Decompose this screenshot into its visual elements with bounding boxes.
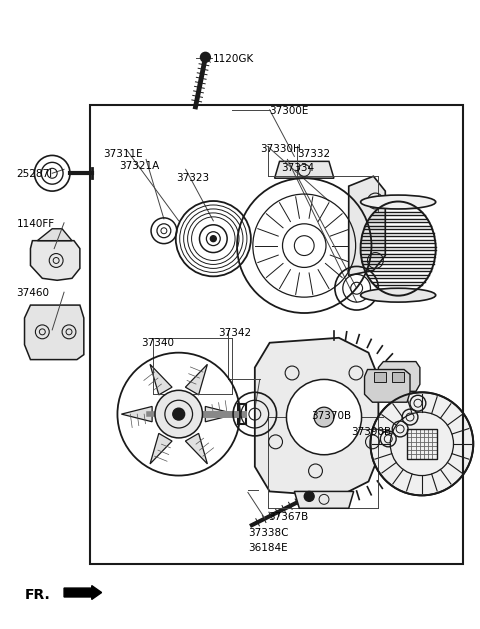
- Polygon shape: [294, 491, 354, 508]
- Text: 37300E: 37300E: [270, 106, 309, 116]
- Text: 1120GK: 1120GK: [212, 54, 253, 64]
- Circle shape: [155, 391, 203, 438]
- Text: 37323: 37323: [176, 173, 209, 183]
- Circle shape: [287, 379, 361, 455]
- Bar: [374, 372, 386, 382]
- Bar: [407, 429, 437, 459]
- Bar: [392, 372, 404, 382]
- Text: 37338C: 37338C: [248, 528, 288, 538]
- Text: 37460: 37460: [17, 288, 49, 298]
- Text: 37340: 37340: [141, 338, 174, 348]
- Bar: [90, 105, 463, 564]
- Text: 25287I: 25287I: [17, 169, 53, 179]
- Polygon shape: [364, 369, 410, 402]
- Polygon shape: [37, 229, 72, 241]
- Circle shape: [304, 491, 314, 501]
- Text: 37330H: 37330H: [260, 143, 300, 153]
- Polygon shape: [185, 364, 207, 395]
- Text: 37390B: 37390B: [351, 427, 391, 437]
- Polygon shape: [205, 406, 236, 422]
- Circle shape: [314, 407, 334, 427]
- Polygon shape: [150, 433, 172, 464]
- Ellipse shape: [360, 288, 436, 302]
- Circle shape: [173, 408, 185, 420]
- Text: 36184E: 36184E: [248, 543, 288, 553]
- Text: 37334: 37334: [281, 164, 314, 174]
- Polygon shape: [150, 364, 172, 395]
- FancyArrow shape: [64, 586, 102, 599]
- Circle shape: [371, 392, 473, 496]
- Ellipse shape: [360, 195, 436, 209]
- Polygon shape: [121, 406, 152, 422]
- Text: 37332: 37332: [297, 150, 330, 160]
- Text: 37311E: 37311E: [104, 150, 143, 160]
- Polygon shape: [24, 305, 84, 360]
- Circle shape: [210, 236, 216, 242]
- Circle shape: [201, 52, 210, 62]
- Text: 37321A: 37321A: [120, 162, 160, 171]
- Polygon shape: [30, 241, 80, 281]
- Polygon shape: [349, 176, 385, 276]
- Text: 37370B: 37370B: [311, 411, 351, 421]
- Polygon shape: [275, 162, 334, 178]
- Text: 1140FF: 1140FF: [17, 219, 55, 229]
- Text: 37342: 37342: [218, 328, 252, 338]
- Polygon shape: [185, 433, 207, 464]
- Polygon shape: [378, 362, 420, 391]
- Text: 37367B: 37367B: [268, 512, 308, 522]
- Polygon shape: [255, 338, 378, 496]
- Text: FR.: FR.: [24, 587, 50, 601]
